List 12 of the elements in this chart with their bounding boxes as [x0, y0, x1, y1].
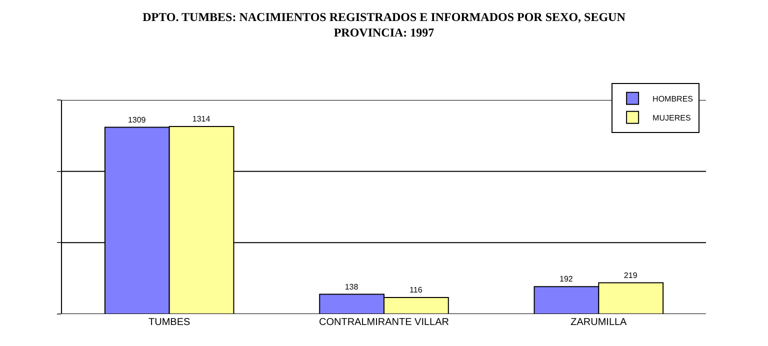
x-tick-label: CONTRALMIRANTE VILLAR	[318, 317, 450, 328]
legend-label: MUJERES	[652, 114, 691, 122]
data-label: 116	[410, 285, 423, 294]
data-label: 192	[560, 274, 574, 284]
x-tick-label: ZARUMILLA	[570, 317, 628, 328]
chart-title: DPTO. TUMBES: NACIMIENTOS REGISTRADOS E INFORMADOS POR SEXO, SEGUN PROVINCIA: 1997	[142, 10, 626, 40]
data-label: 1314	[192, 114, 211, 124]
data-label: 1309	[128, 115, 146, 124]
legend-label: HOMBRES	[652, 94, 694, 104]
data-label: 219	[624, 270, 638, 280]
x-tick-label: TUMBES	[148, 317, 190, 328]
data-label: 138	[344, 282, 359, 292]
